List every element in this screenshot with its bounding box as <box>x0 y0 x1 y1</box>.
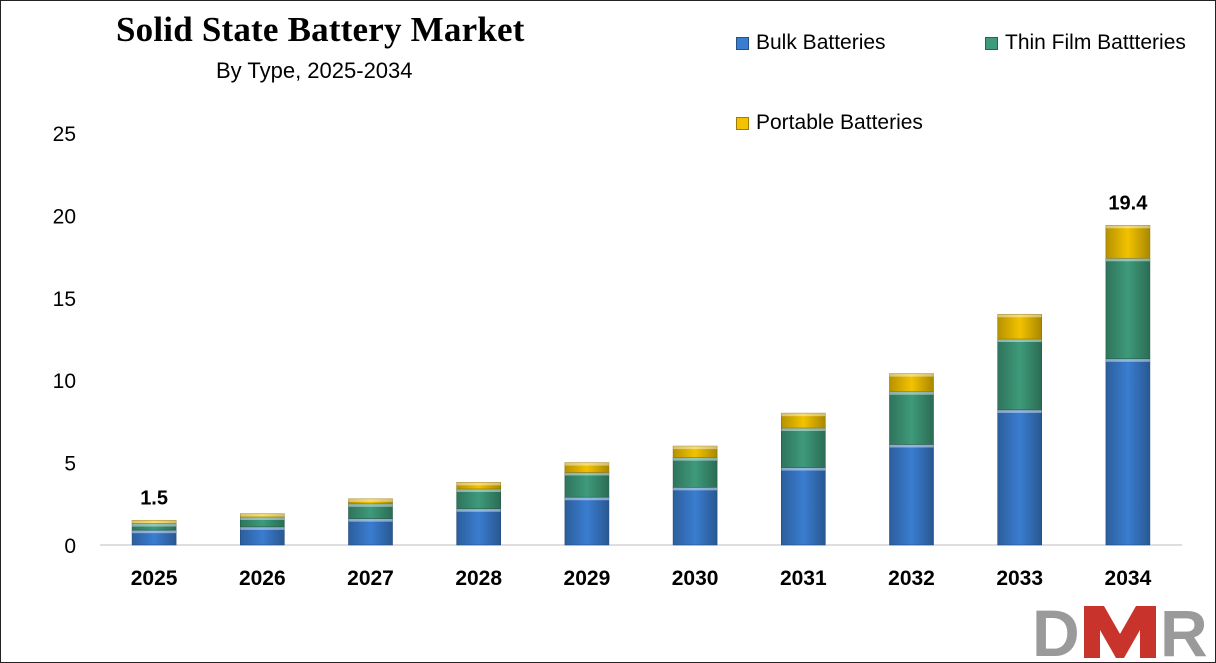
bar-bevel <box>997 314 1042 318</box>
bar-2030-portable-batteries <box>672 445 718 458</box>
bar-bevel <box>1105 225 1150 229</box>
bar-2028-portable-batteries <box>456 482 502 490</box>
x-tick-label: 2026 <box>239 567 286 590</box>
bar-2034-thin-film-battteries <box>1105 257 1151 360</box>
bar-bevel <box>456 482 501 486</box>
x-tick-label: 2032 <box>888 567 935 590</box>
bar-bevel <box>1105 358 1150 362</box>
bar-bevel <box>564 472 609 476</box>
bar-bevel <box>673 457 718 461</box>
bar-bevel <box>997 409 1042 413</box>
bar-2030-thin-film-battteries <box>672 457 718 488</box>
bar-2032-bulk-batteries <box>889 444 934 546</box>
legend-swatch-thin-film <box>985 36 998 50</box>
bar-2032-portable-batteries <box>889 373 934 393</box>
bar-bevel <box>132 523 177 527</box>
bar-bevel <box>240 513 285 517</box>
bar-bevel <box>781 413 826 417</box>
bar-2031-bulk-batteries <box>780 467 826 546</box>
bar-bevel <box>781 467 826 471</box>
x-tick-label: 2034 <box>1105 567 1152 590</box>
bar-bevel <box>456 508 501 512</box>
bar-bevel <box>889 373 934 377</box>
legend-label-thin-film: Thin Film Battteries <box>1005 31 1186 54</box>
legend-label-portable: Portable Batteries <box>756 111 923 134</box>
y-tick-label: 20 <box>53 205 76 228</box>
bar-2033-portable-batteries <box>997 313 1043 340</box>
bar-2033-bulk-batteries <box>997 409 1043 546</box>
bar-bevel <box>889 391 934 395</box>
bar-2029-thin-film-battteries <box>564 472 610 498</box>
bar-bevel <box>564 462 609 466</box>
logo-m-mark <box>1084 606 1156 658</box>
bar-bevel <box>132 520 177 524</box>
bar-bevel <box>997 339 1042 342</box>
bar-bevel <box>1105 258 1150 262</box>
bar-bevel <box>673 446 718 450</box>
bar-2025-portable-batteries <box>131 519 177 524</box>
bar-bevel <box>348 503 393 507</box>
bar-bevel <box>564 497 609 501</box>
x-tick-label: 2027 <box>347 567 394 590</box>
bar-2034-bulk-batteries <box>1105 358 1151 546</box>
bar-bevel <box>456 488 501 492</box>
bar-2027-portable-batteries <box>348 498 393 505</box>
legend-item-portable: Portable Batteries <box>736 111 923 135</box>
x-tick-label: 2031 <box>780 567 827 590</box>
bar-2030-bulk-batteries <box>672 487 718 546</box>
data-label-2025: 1.5 <box>140 487 168 509</box>
bar-bevel <box>781 427 826 431</box>
bar-2028-bulk-batteries <box>456 508 502 546</box>
legend-item-thin-film: Thin Film Battteries <box>985 31 1186 55</box>
bar-bevel <box>132 530 177 534</box>
y-tick-label: 0 <box>64 535 76 558</box>
bar-2029-bulk-batteries <box>564 496 610 546</box>
bar-bevel <box>889 444 934 448</box>
y-tick-label: 5 <box>64 453 76 476</box>
legend-item-bulk: Bulk Batteries <box>736 31 886 55</box>
x-tick-label: 2029 <box>564 567 611 590</box>
bar-2031-portable-batteries <box>780 412 826 429</box>
bar-bevel <box>348 518 393 522</box>
logo-letter-r: R <box>1160 600 1207 660</box>
x-tick-label: 2033 <box>996 567 1043 590</box>
bar-2032-thin-film-battteries <box>889 391 934 445</box>
legend-swatch-portable <box>736 116 749 130</box>
bar-2029-portable-batteries <box>564 462 610 473</box>
bar-2026-portable-batteries <box>240 513 285 518</box>
bar-bevel <box>240 526 285 530</box>
bar-bevel <box>240 516 285 520</box>
bar-2034-portable-batteries <box>1105 224 1151 259</box>
data-label-2034: 19.4 <box>1108 192 1148 214</box>
legend-swatch-bulk <box>736 36 749 50</box>
bar-2031-thin-film-battteries <box>780 427 826 468</box>
bar-2033-thin-film-battteries <box>997 338 1043 411</box>
x-tick-label: 2028 <box>455 567 502 590</box>
bar-bevel <box>348 498 393 502</box>
y-tick-label: 25 <box>53 123 76 146</box>
bar-bevel <box>673 487 718 491</box>
bar-2027-bulk-batteries <box>348 518 393 546</box>
x-tick-label: 2025 <box>131 567 178 590</box>
logo-letter-d: D <box>1032 600 1077 660</box>
chart-title: Solid State Battery Market <box>116 10 525 49</box>
chart-subtitle: By Type, 2025-2034 <box>216 58 413 83</box>
x-tick-label: 2030 <box>672 567 719 590</box>
y-tick-label: 15 <box>53 288 76 311</box>
legend-label-bulk: Bulk Batteries <box>756 31 886 54</box>
y-tick-label: 10 <box>53 370 76 393</box>
